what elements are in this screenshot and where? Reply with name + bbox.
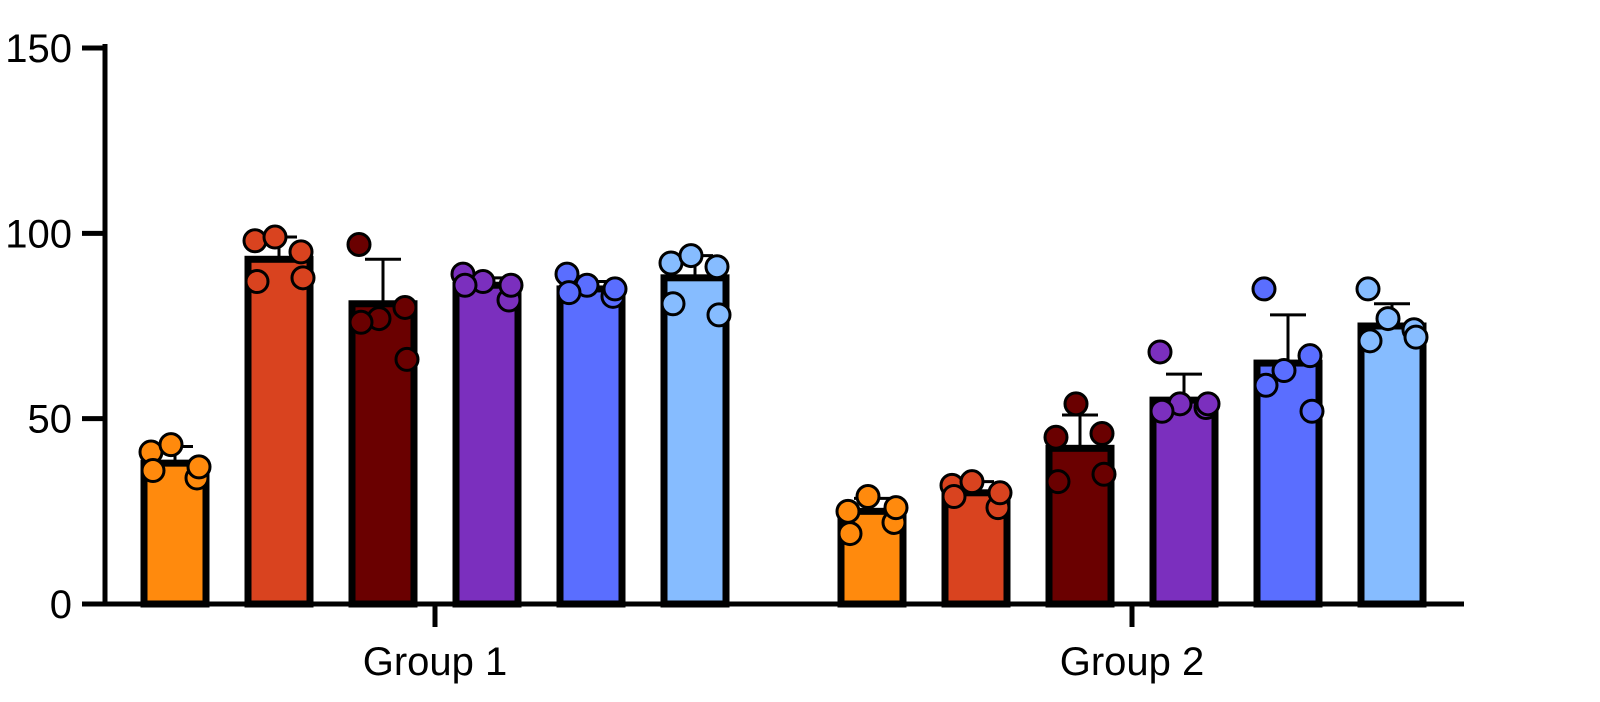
data-point-g2-s5-p5 <box>1299 398 1325 424</box>
data-point-g1-s1-p5 <box>186 454 212 480</box>
data-point-g1-s5-p5 <box>602 276 628 302</box>
ticks-layer: 0 50 100 150 Group 1 Group 2 <box>5 27 1204 684</box>
data-point-g2-s5-p2 <box>1271 357 1297 383</box>
x-category-label-1: Group 1 <box>363 640 508 684</box>
data-point-g1-s2-p2 <box>262 224 288 250</box>
data-point-g2-s2-p2 <box>959 469 985 495</box>
data-point-g1-s1-p2 <box>158 432 184 458</box>
data-point-g1-s3-p4 <box>348 309 374 335</box>
y-tick-label-100: 100 <box>5 212 72 256</box>
data-point-g2-s5-p4 <box>1253 372 1279 398</box>
data-point-g2-s3-p1 <box>1043 424 1069 450</box>
data-point-g2-s6-p5 <box>1403 324 1429 350</box>
data-point-g2-s4-p5 <box>1195 391 1221 417</box>
data-point-g2-s6-p2 <box>1375 306 1401 332</box>
data-point-g1-s3-p1 <box>346 231 372 257</box>
data-point-g2-s2-p4 <box>941 484 967 510</box>
data-point-g1-s5-p4 <box>556 280 582 306</box>
data-point-g1-s2-p5 <box>290 265 316 291</box>
y-tick-label-50: 50 <box>28 398 73 442</box>
data-point-g2-s3-p3 <box>1089 420 1115 446</box>
data-point-g2-s4-p4 <box>1149 398 1175 424</box>
data-point-g2-s5-p1 <box>1251 276 1277 302</box>
y-tick-label-0: 0 <box>50 583 72 627</box>
data-point-g2-s1-p5 <box>883 495 909 521</box>
data-point-g1-s3-p5 <box>394 346 420 372</box>
bar-g1-s5 <box>556 285 626 608</box>
data-point-g2-s1-p2 <box>855 484 881 510</box>
bar-g1-s2 <box>244 255 314 608</box>
y-tick-label-150: 150 <box>5 27 72 71</box>
bar-g1-s4 <box>452 281 522 608</box>
data-point-g2-s4-p1 <box>1147 339 1173 365</box>
bar-g1-s3 <box>348 300 418 608</box>
data-point-g2-s6-p4 <box>1357 328 1383 354</box>
data-point-g2-s3-p5 <box>1091 461 1117 487</box>
data-point-g1-s2-p3 <box>288 239 314 265</box>
data-point-g2-s2-p5 <box>987 480 1013 506</box>
bars-layer <box>140 255 1427 608</box>
data-point-g2-s3-p4 <box>1045 469 1071 495</box>
data-point-g1-s6-p2 <box>678 243 704 269</box>
data-point-g1-s6-p5 <box>706 302 732 328</box>
data-point-g2-s1-p4 <box>837 521 863 547</box>
x-category-label-2: Group 2 <box>1060 640 1205 684</box>
data-point-g1-s1-p4 <box>140 458 166 484</box>
data-point-g1-s6-p4 <box>660 291 686 317</box>
data-point-g1-s6-p3 <box>704 254 730 280</box>
data-point-g2-s1-p1 <box>835 498 861 524</box>
data-point-g1-s3-p3 <box>392 294 418 320</box>
axes-layer <box>102 44 1464 607</box>
data-point-g2-s5-p3 <box>1297 343 1323 369</box>
data-point-g1-s4-p5 <box>498 272 524 298</box>
data-point-g1-s2-p4 <box>244 269 270 295</box>
data-point-g2-s3-p2 <box>1063 391 1089 417</box>
data-points-layer <box>138 224 1429 547</box>
data-point-g2-s6-p1 <box>1355 276 1381 302</box>
bar-g2-s4 <box>1149 396 1219 608</box>
error-bars-layer <box>157 235 1410 512</box>
bar-g2-s6 <box>1357 322 1427 608</box>
data-point-g1-s2-p1 <box>242 228 268 254</box>
data-point-g1-s4-p4 <box>452 272 478 298</box>
